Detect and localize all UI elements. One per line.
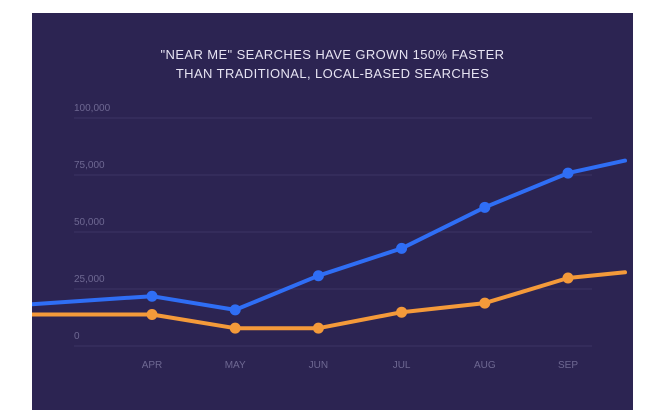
y-tick-label: 50,000 [74, 217, 105, 228]
near_me-data-point [229, 304, 241, 316]
y-axis-ticks: 0 25,000 50,000 75,000 100,000 [74, 103, 111, 342]
series-points [146, 167, 574, 334]
series-lines [32, 158, 627, 331]
local-data-point [396, 306, 408, 318]
grid-lines [74, 117, 592, 347]
near_me-data-point [562, 167, 574, 179]
near_me-data-point [312, 270, 324, 282]
local-data-point [229, 322, 241, 334]
local-data-point [479, 297, 491, 309]
y-tick-label: 75,000 [74, 160, 105, 171]
x-tick-label: AUG [474, 360, 496, 371]
x-tick-label: SEP [558, 360, 578, 371]
near_me-data-point [479, 201, 491, 213]
local-data-point [312, 322, 324, 334]
near_me-series-line [32, 158, 627, 312]
x-axis-ticks: APR MAY JUN JUL AUG SEP [142, 360, 579, 371]
near_me-data-point [146, 290, 158, 302]
x-tick-label: MAY [225, 360, 246, 371]
chart-title-line-1: "NEAR ME" SEARCHES HAVE GROWN 150% FASTE… [160, 47, 505, 62]
y-tick-label: 100,000 [74, 103, 111, 114]
x-tick-label: JUL [393, 360, 411, 371]
y-tick-label: 0 [74, 331, 80, 342]
chart-title-line-2: THAN TRADITIONAL, LOCAL-BASED SEARCHES [175, 66, 490, 81]
local-series-line [32, 270, 627, 331]
x-tick-label: JUN [309, 360, 328, 371]
y-tick-label: 25,000 [74, 274, 105, 285]
x-tick-label: APR [142, 360, 163, 371]
chart-title: "NEAR ME" SEARCHES HAVE GROWN 150% FASTE… [32, 45, 633, 83]
chart-panel: "NEAR ME" SEARCHES HAVE GROWN 150% FASTE… [32, 13, 633, 410]
local-data-point [562, 272, 574, 284]
local-data-point [146, 308, 158, 320]
near_me-data-point [396, 242, 408, 254]
